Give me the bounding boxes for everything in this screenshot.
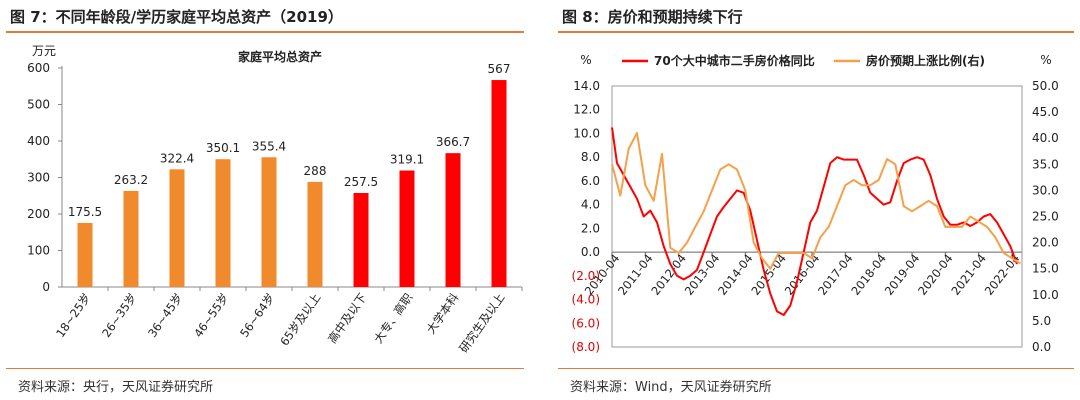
x-tick-label: 高中及以下	[325, 291, 369, 346]
right-tick-label: 50.0	[1032, 79, 1059, 93]
right-tick-label: 15.0	[1032, 262, 1059, 276]
x-tick-label: 65岁及以上	[277, 291, 323, 349]
series-line-price-yoy	[611, 127, 1018, 316]
left-tick-label: 4.0	[581, 198, 600, 212]
left-tick-label: 2.0	[581, 221, 600, 235]
x-tick-label: 研究生及以上	[456, 291, 507, 356]
source-note: 资料来源：央行，天风证券研究所	[18, 380, 214, 395]
bar	[353, 193, 369, 287]
x-tick-label: 56~64岁	[237, 291, 277, 340]
left-tick-label: (8.0)	[572, 340, 600, 354]
y-tick-label: 500	[27, 98, 50, 112]
bar	[399, 170, 415, 287]
x-tick-label: 2022-04	[982, 251, 1023, 297]
y-tick-label: 600	[27, 61, 50, 75]
line-chart: (8.0) (6.0) (4.0) (2.0) 0.0 2.0 4.0 6.0 8.0 10.0 1…	[572, 53, 1059, 354]
bar-chart: 0 100 200 300 400 500 600 175.5 18~25岁 263.2 26~3…	[27, 44, 523, 356]
bar	[215, 159, 231, 287]
title-rule	[558, 31, 1074, 33]
bar-value-label: 288	[304, 164, 327, 178]
title-rule	[6, 31, 524, 33]
right-tick-label: 5.0	[1032, 314, 1051, 328]
x-tick-label: 36~45岁	[145, 291, 185, 340]
right-tick-label: 40.0	[1032, 131, 1059, 145]
bar	[77, 222, 93, 287]
right-tick-label: 25.0	[1032, 210, 1059, 224]
chart-panel-house-price: 图 8：房价和预期持续下行 (8.0) (6.0) (4.0) (2.0) 0.0 2.0…	[552, 0, 1080, 400]
x-tick-label: 26~35岁	[99, 291, 139, 340]
chart-title: 家庭平均总资产	[238, 49, 322, 64]
legend-label: 70个大中城市二手房价格同比	[654, 53, 815, 68]
left-tick-label: 12.0	[573, 103, 600, 117]
bar	[445, 153, 461, 287]
source-rule	[6, 368, 524, 369]
y-tick-label: 100	[27, 244, 50, 258]
bar-value-label: 366.7	[436, 135, 470, 149]
left-tick-label: 6.0	[581, 174, 600, 188]
x-tick-label: 大学本科	[424, 290, 462, 336]
left-tick-label: 0.0	[581, 245, 600, 259]
left-tick-label: (4.0)	[572, 293, 600, 307]
source-rule	[558, 368, 1074, 369]
right-tick-label: 30.0	[1032, 183, 1059, 197]
legend-label: 房价预期上涨比例(右)	[866, 53, 985, 68]
bar-value-label: 175.5	[68, 205, 102, 219]
y-tick-label: 0	[42, 280, 50, 294]
right-tick-label: 35.0	[1032, 157, 1059, 171]
x-tick-label: 18~25岁	[53, 291, 93, 340]
source-note: 资料来源：Wind，天风证券研究所	[570, 380, 772, 395]
left-tick-label: 14.0	[573, 79, 600, 93]
x-tick-label: 46~55岁	[191, 291, 231, 340]
right-axis-unit: %	[1040, 53, 1051, 67]
left-axis-unit: %	[580, 53, 591, 67]
plot-frame	[611, 85, 1023, 348]
bar	[491, 80, 507, 287]
left-tick-label: (6.0)	[572, 316, 600, 330]
right-tick-label: 0.0	[1032, 340, 1051, 354]
left-tick-label: 10.0	[573, 126, 600, 140]
bar-value-label: 355.4	[252, 139, 286, 153]
y-tick-label: 300	[27, 171, 50, 185]
y-tick-label: 400	[27, 134, 50, 148]
bar-value-label: 257.5	[344, 175, 378, 189]
bar-value-label: 322.4	[160, 151, 194, 165]
bar-value-label: 350.1	[206, 141, 240, 155]
left-tick-label: (2.0)	[572, 269, 600, 283]
y-axis-unit: 万元	[32, 44, 56, 58]
figure-title: 图 8：房价和预期持续下行	[562, 8, 743, 26]
bar	[169, 169, 185, 287]
bar-value-label: 567	[488, 62, 511, 76]
bar-value-label: 319.1	[390, 153, 424, 167]
y-tick-label: 200	[27, 207, 50, 221]
right-tick-label: 45.0	[1032, 105, 1059, 119]
left-tick-label: 8.0	[581, 150, 600, 164]
bar	[307, 181, 323, 287]
chart-panel-household-assets: 图 7：不同年龄段/学历家庭平均总资产（2019） 0 100 200 300 400 5…	[0, 0, 530, 400]
bar-value-label: 263.2	[114, 173, 148, 187]
bar	[261, 157, 277, 287]
figure-title: 图 7：不同年龄段/学历家庭平均总资产（2019）	[10, 8, 343, 26]
bar	[123, 190, 139, 287]
series-line-expectation	[611, 132, 1021, 270]
x-tick-label: 大专、高职	[371, 290, 416, 346]
right-tick-label: 20.0	[1032, 236, 1059, 250]
right-tick-label: 10.0	[1032, 288, 1059, 302]
